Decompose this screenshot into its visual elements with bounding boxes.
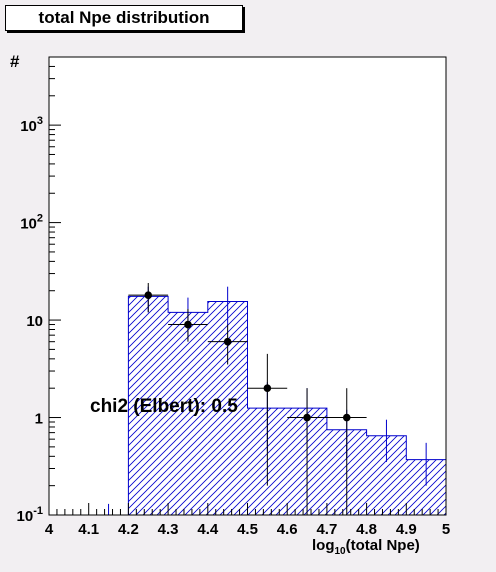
x-tick-label: 4.8 (356, 521, 377, 538)
y-tick-label: 102 (20, 213, 43, 233)
y-axis-label: # (10, 52, 20, 71)
y-tick-label: 103 (20, 115, 43, 135)
x-axis-label-prefix: log (312, 537, 335, 554)
x-axis-label-subscript: 10 (334, 546, 346, 557)
y-tick-exponent: -1 (33, 505, 43, 517)
simulation-bar (128, 296, 169, 515)
x-tick-label: 4.2 (118, 521, 139, 538)
y-tick-exponent: 2 (37, 213, 43, 225)
data-point (144, 291, 153, 299)
y-tick-base: 10 (26, 313, 43, 330)
x-tick-label: 4.4 (197, 521, 219, 538)
x-axis-label: log10(total Npe) (312, 537, 420, 557)
y-tick-exponent: 3 (37, 115, 43, 127)
x-tick-label: 4.9 (396, 521, 417, 538)
y-tick-base: 10 (20, 118, 37, 135)
y-tick-label: 10 (26, 313, 43, 330)
x-tick-label: 4.1 (78, 521, 99, 538)
data-point-group (287, 388, 327, 515)
chart-title: total Npe distribution (5, 5, 243, 31)
x-tick-label: 4.3 (158, 521, 179, 538)
x-tick-label: 5 (442, 521, 450, 538)
data-point (184, 320, 192, 329)
x-axis-label-suffix: (total Npe) (345, 537, 420, 554)
chi2-annotation: chi2 (Elbert): 0.5 (90, 396, 238, 417)
data-point-group (128, 283, 169, 313)
simulation-bar (168, 312, 208, 515)
data-point-group (207, 324, 248, 365)
x-tick-label: 4.7 (316, 521, 337, 538)
y-tick-base: 1 (35, 411, 43, 428)
data-point-group (168, 308, 208, 342)
data-point-group (247, 353, 288, 486)
x-tick-label: 4.6 (277, 521, 298, 538)
y-tick-base: 10 (20, 216, 37, 233)
x-tick-label: 4 (45, 521, 54, 538)
data-point (223, 337, 232, 346)
data-point (342, 413, 351, 422)
y-tick-label: 10-1 (17, 505, 43, 525)
x-tick-label: 4.5 (237, 521, 258, 538)
y-tick-base: 10 (17, 508, 34, 525)
data-point-group (326, 388, 367, 515)
data-point (263, 384, 272, 392)
data-point (303, 413, 311, 422)
y-tick-label: 1 (35, 411, 43, 428)
